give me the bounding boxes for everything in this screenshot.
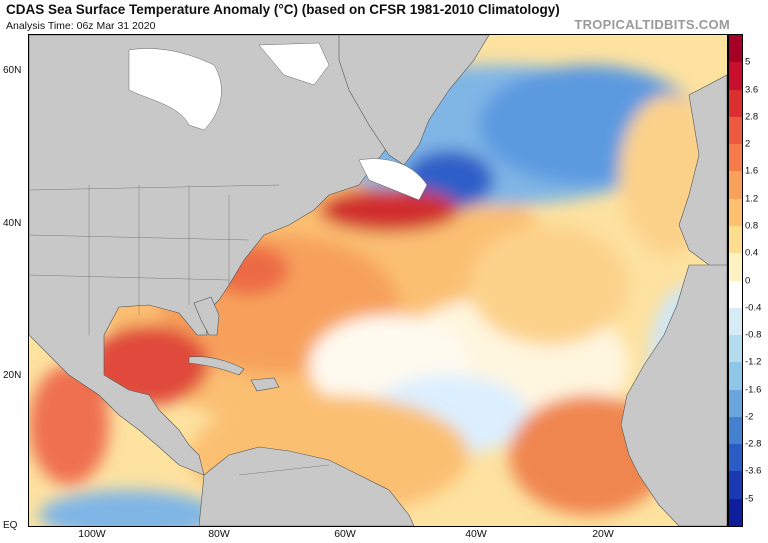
colorbar-swatch bbox=[729, 471, 742, 500]
colorbar-swatch bbox=[729, 225, 742, 254]
colorbar-tick-label: 0 bbox=[745, 275, 751, 286]
colorbar-tick-label: -1.6 bbox=[745, 384, 762, 396]
colorbar-tick-label: 2 bbox=[745, 138, 751, 150]
colorbar-swatch bbox=[729, 389, 742, 418]
colorbar-tick-label: 0.4 bbox=[745, 247, 759, 259]
colorbar-swatch bbox=[729, 198, 742, 227]
colorbar-swatch bbox=[729, 171, 742, 200]
colorbar-swatch bbox=[729, 35, 742, 63]
colorbar-swatch bbox=[729, 116, 742, 145]
colorbar-swatch bbox=[729, 444, 742, 472]
colorbar-tick-label: 5 bbox=[745, 56, 751, 68]
sst-anomaly-map bbox=[28, 34, 728, 527]
lat-label-20n: 20N bbox=[3, 370, 22, 381]
lon-label-20w: 20W bbox=[592, 528, 614, 540]
political-borders bbox=[29, 184, 330, 476]
colorbar-tick-label: -0.4 bbox=[745, 302, 762, 314]
map-canvas bbox=[29, 35, 727, 526]
colorbar-tick-label: -2 bbox=[745, 411, 754, 423]
colorbar-swatch bbox=[729, 144, 742, 172]
colorbar-tick-label: 2.8 bbox=[745, 111, 759, 123]
colorbar-tick-label: -1.2 bbox=[745, 356, 762, 368]
lat-label-eq: EQ bbox=[3, 520, 18, 531]
lon-label-60w: 60W bbox=[334, 528, 356, 540]
brand-watermark: TROPICALTIDBITS.COM bbox=[574, 17, 730, 32]
colorbar-swatch bbox=[729, 89, 742, 118]
colorbar-swatch bbox=[729, 416, 742, 445]
colorbar-tick-label: 1.6 bbox=[745, 165, 759, 177]
colorbar-swatch bbox=[729, 498, 742, 527]
colorbar-tick-label: 3.6 bbox=[745, 84, 759, 96]
colorbar-tick-label: -0.8 bbox=[745, 329, 762, 341]
colorbar-swatch bbox=[729, 307, 742, 336]
lon-label-40w: 40W bbox=[465, 528, 487, 540]
colorbar-swatch bbox=[729, 280, 742, 309]
colorbar-tick-label: 0.8 bbox=[745, 220, 759, 232]
colorbar-tick-label: -2.8 bbox=[745, 438, 762, 450]
colorbar bbox=[728, 34, 743, 527]
colorbar-swatch bbox=[729, 62, 742, 91]
sea-ice bbox=[128, 42, 428, 201]
colorbar-swatch bbox=[729, 253, 742, 281]
lat-label-40n: 40N bbox=[3, 218, 22, 229]
analysis-time: Analysis Time: 06z Mar 31 2020 bbox=[6, 20, 156, 32]
colorbar-swatch bbox=[729, 335, 742, 363]
lon-label-80w: 80W bbox=[208, 528, 230, 540]
colorbar-tick-label: 1.2 bbox=[745, 193, 759, 205]
colorbar-swatch bbox=[729, 362, 742, 391]
lat-label-60n: 60N bbox=[3, 65, 22, 76]
colorbar-tick-label: -3.6 bbox=[745, 465, 762, 477]
chart-title: CDAS Sea Surface Temperature Anomaly (°C… bbox=[6, 2, 560, 17]
lon-label-100w: 100W bbox=[78, 528, 106, 540]
land-layer bbox=[29, 35, 727, 526]
colorbar-tick-label: -5 bbox=[745, 493, 754, 505]
